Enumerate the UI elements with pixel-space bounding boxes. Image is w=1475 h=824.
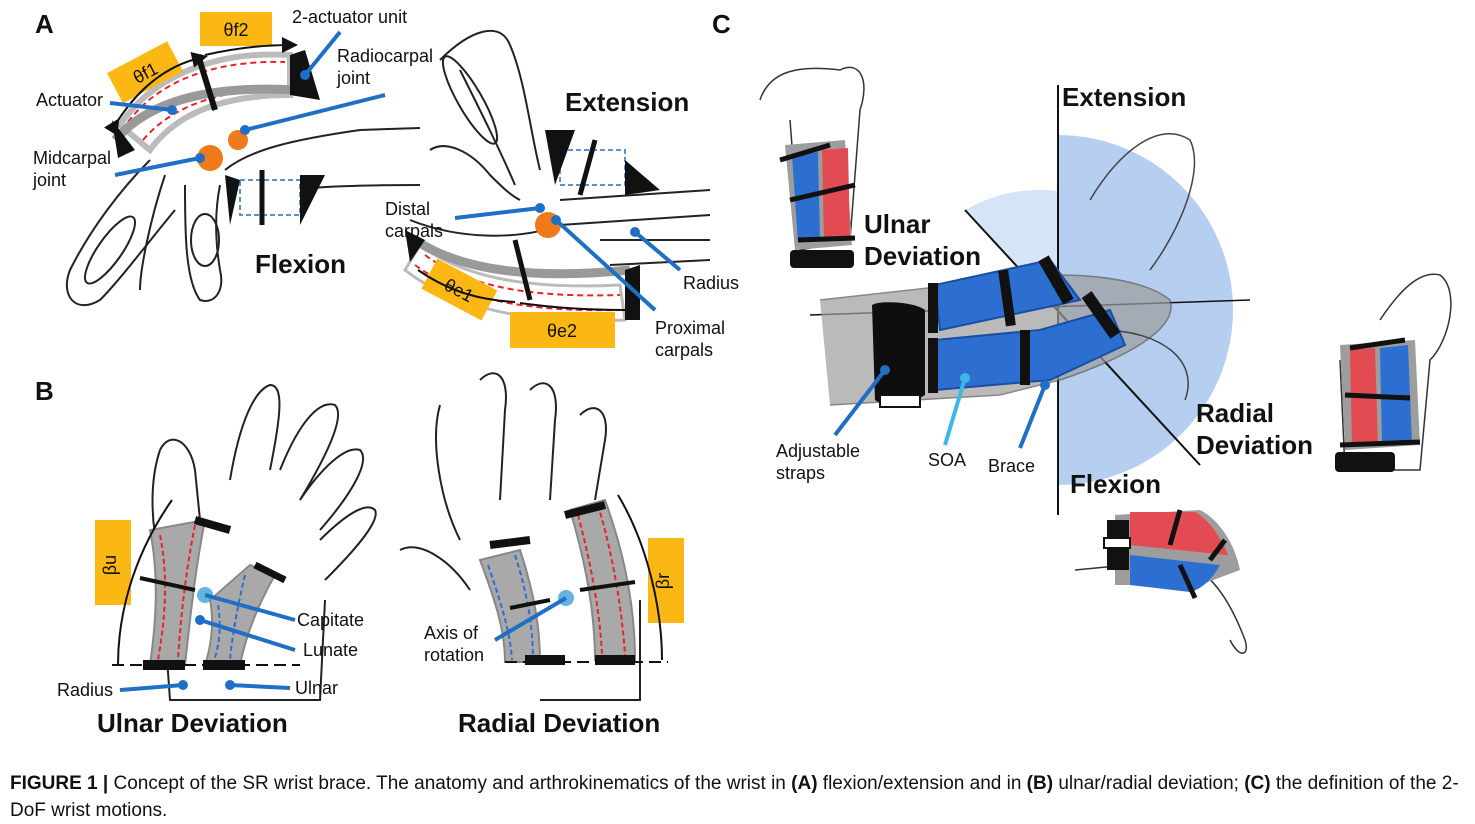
soa-bottom — [928, 291, 1127, 393]
label-proximal-2: carpals — [655, 340, 713, 360]
label-radiocarpal-1: Radiocarpal — [337, 46, 433, 66]
caption-ref-b: (B) — [1026, 773, 1054, 794]
label-proximal-1: Proximal — [655, 318, 725, 338]
label-actuator: Actuator — [36, 90, 103, 110]
flexion-mini-illustration — [1074, 509, 1247, 654]
label-ulnar-2: Deviation — [864, 241, 981, 271]
label-ulnar-1: Ulnar — [864, 209, 930, 239]
theta-f2-box: θf2 — [200, 12, 272, 46]
ulnar-brace-right — [203, 561, 287, 670]
label-radius-a: Radius — [683, 273, 739, 293]
svg-text:βr: βr — [653, 573, 673, 589]
ulnar-deviation-title: Ulnar Deviation — [97, 708, 288, 738]
caption-ref-a: (A) — [791, 773, 818, 794]
theta-e2-box: θe2 — [510, 312, 615, 348]
label-soa: SOA — [928, 450, 966, 470]
caption-text-1: Concept of the SR wrist brace. The anato… — [108, 773, 792, 794]
label-radiocarpal-2: joint — [336, 68, 370, 88]
label-straps-1: Adjustable — [776, 441, 860, 461]
label-radial-1: Radial — [1196, 398, 1274, 428]
caption-text-3: ulnar/radial deviation; — [1053, 773, 1245, 794]
label-radius-b: Radius — [57, 680, 113, 700]
label-distal-1: Distal — [385, 199, 430, 219]
figure-1: A — [32, 7, 1452, 738]
adjustable-strap — [872, 302, 925, 405]
panel-c: C Extension Ulnar Devi — [712, 9, 1452, 654]
label-straps-2: straps — [776, 463, 825, 483]
label-axis-1: Axis of — [424, 623, 479, 643]
label-ulnar: Ulnar — [295, 678, 338, 698]
label-brace: Brace — [988, 456, 1035, 476]
caption-label: FIGURE 1 | — [10, 773, 109, 794]
extension-title: Extension — [565, 87, 689, 117]
beta-u-box: βu — [95, 520, 131, 605]
panel-b-letter: B — [35, 376, 54, 406]
label-midcarpal-1: Midcarpal — [33, 148, 111, 168]
radial-deviation-title: Radial Deviation — [458, 708, 660, 738]
beta-r-box: βr — [648, 538, 684, 623]
ulnar-brace-left — [139, 516, 232, 670]
flexion-title: Flexion — [255, 249, 346, 279]
panel-c-letter: C — [712, 9, 731, 39]
radial-hand — [399, 372, 641, 701]
caption-text-2: flexion/extension and in — [817, 773, 1027, 794]
svg-text:θe2: θe2 — [547, 321, 577, 341]
label-axis-2: rotation — [424, 645, 484, 665]
flexion-blue-actuator — [225, 170, 325, 225]
caption-ref-c: (C) — [1244, 773, 1271, 794]
label-lunate: Lunate — [303, 640, 358, 660]
svg-text:βu: βu — [100, 555, 120, 575]
label-distal-2: carpals — [385, 221, 443, 241]
extension-blue-actuator — [545, 130, 660, 196]
radial-mini-illustration — [1335, 273, 1452, 472]
radiocarpal-joint-marker — [228, 130, 248, 150]
label-flexion-c: Flexion — [1070, 469, 1161, 499]
label-radial-2: Deviation — [1196, 430, 1313, 460]
midcarpal-joint-marker — [197, 145, 223, 171]
svg-text:θf2: θf2 — [223, 20, 248, 40]
label-capitate: Capitate — [297, 610, 364, 630]
label-midcarpal-2: joint — [32, 170, 66, 190]
caption-text-4: the definition of the 2-DoF wrist motion… — [10, 773, 1459, 821]
label-2-actuator-unit: 2-actuator unit — [292, 7, 407, 27]
figure-caption: FIGURE 1 | Concept of the SR wrist brace… — [10, 770, 1465, 824]
panel-b: B βu — [35, 372, 684, 738]
radial-brace-left — [478, 536, 565, 665]
radial-brace-right — [564, 498, 637, 665]
label-extension-c: Extension — [1062, 82, 1186, 112]
soa-top — [928, 255, 1082, 333]
panel-a: A — [32, 7, 739, 360]
panel-a-letter: A — [35, 9, 54, 39]
ulnar-mini-illustration — [759, 66, 865, 268]
